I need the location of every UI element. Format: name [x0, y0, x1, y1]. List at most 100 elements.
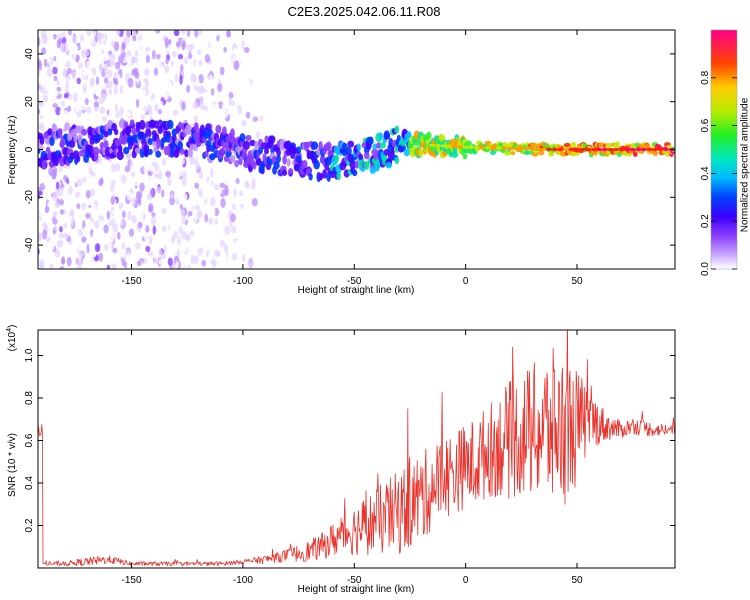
- spectrogram-carrier-blob: [440, 144, 447, 148]
- spectrogram-speckle: [116, 231, 121, 240]
- spectrogram-speckle: [38, 59, 42, 67]
- spectrogram-speckle: [178, 225, 184, 234]
- spectrogram-speckle: [71, 217, 75, 227]
- spectrogram-speckle: [107, 174, 111, 181]
- spectrogram-speckle: [224, 225, 231, 235]
- spectrogram-band-blob: [123, 146, 130, 155]
- spectrogram-band-blob: [144, 128, 152, 139]
- spectrogram-band-blob: [125, 128, 131, 136]
- spectrogram-speckle: [58, 232, 65, 239]
- spectrogram-carrier-blob: [462, 145, 469, 149]
- spectrogram-speckle: [58, 187, 64, 197]
- spectrogram-speckle: [82, 161, 88, 172]
- spectrogram-speckle: [58, 37, 63, 46]
- spectrogram-band-blob: [147, 138, 154, 146]
- spectrogram-speckle: [174, 65, 181, 72]
- spectrogram-speckle: [163, 199, 167, 206]
- spectrogram-carrier-blob: [451, 144, 458, 149]
- spectrogram-speckle: [88, 71, 94, 79]
- spectrogram-speckle: [174, 73, 179, 83]
- spectrogram-speckle: [80, 209, 86, 219]
- colorbar-tick-label: 0.2: [700, 214, 711, 228]
- spectrogram-speckle: [38, 123, 43, 131]
- spectrogram-carrier-blob: [596, 147, 603, 152]
- spectrogram-speckle: [77, 196, 82, 204]
- spectrogram-speckle: [210, 229, 217, 239]
- spectrogram-speckle: [78, 251, 85, 258]
- spectrogram-speckle: [121, 242, 126, 250]
- spectrogram-speckle: [131, 214, 137, 224]
- spectrogram-speckle: [158, 109, 162, 115]
- spectrogram-speckle: [170, 60, 174, 67]
- spectrogram-speckle: [141, 110, 145, 116]
- spectrogram-speckle: [189, 155, 196, 166]
- spectrogram-carrier-blob: [624, 147, 631, 152]
- spectrogram-speckle: [66, 68, 72, 75]
- spectrogram-speckle: [63, 232, 69, 240]
- spectrogram-speckle: [38, 199, 41, 207]
- spectrogram-speckle: [214, 218, 218, 226]
- spectrogram-speckle: [235, 109, 240, 119]
- spectrogram-band-blob: [156, 138, 161, 149]
- colorbar-gradient: [710, 29, 738, 270]
- spectrogram-speckle: [191, 221, 197, 227]
- spectrogram-speckle: [234, 159, 240, 168]
- top-y-tick-label: -20: [24, 190, 35, 205]
- top-x-tick-label: 50: [571, 276, 583, 287]
- snr-frame: [37, 329, 676, 569]
- spectrogram-speckle: [251, 177, 256, 186]
- spectrogram-speckle: [72, 92, 78, 103]
- spectrogram-speckle: [67, 185, 73, 196]
- spectrogram-speckle: [187, 198, 191, 207]
- spectrogram-speckle: [75, 54, 79, 63]
- spectrogram-speckle: [157, 79, 162, 87]
- spectrogram-speckle: [71, 53, 75, 60]
- spectrogram-carrier-blob: [618, 147, 625, 152]
- spectrogram-band-blob: [153, 120, 160, 129]
- spectrogram-speckle: [190, 254, 195, 265]
- spectrogram-speckle: [245, 111, 251, 119]
- bottom-y-axis-label: SNR (10 * v/v): [7, 433, 18, 497]
- spectrogram-speckle: [181, 101, 186, 111]
- bottom-x-tick-label: 50: [571, 575, 583, 586]
- spectrogram-speckle: [163, 30, 168, 36]
- spectrogram-speckle: [119, 106, 124, 117]
- spectrogram-carrier-blob: [507, 146, 514, 150]
- spectrogram-band-blob: [264, 135, 269, 144]
- spectrogram-speckle: [76, 203, 81, 210]
- spectrogram-band-blob: [378, 132, 383, 140]
- spectrogram-carrier-blob: [557, 147, 564, 152]
- spectrogram-speckle: [119, 35, 124, 42]
- spectrogram-speckle: [62, 58, 67, 66]
- spectrogram-speckle: [177, 161, 181, 171]
- spectrogram-speckle: [153, 258, 158, 264]
- bottom-y-tick-label: 1.0: [24, 348, 35, 362]
- spectrogram-speckle: [56, 79, 60, 86]
- spectrogram-band-blob: [345, 146, 352, 156]
- spectrogram-speckle: [181, 94, 188, 101]
- spectrogram-speckle: [138, 206, 144, 214]
- spectrogram-speckle: [111, 263, 117, 269]
- spectrogram-speckle: [124, 165, 131, 173]
- spectrogram-band-blob: [318, 173, 323, 181]
- spectrogram-band-blob: [296, 146, 302, 154]
- spectrogram-speckle: [102, 52, 108, 62]
- spectrogram-speckle: [119, 85, 124, 94]
- spectrogram-band-blob: [230, 128, 235, 138]
- top-x-tick-label: -150: [122, 276, 142, 287]
- spectrogram-band-blob: [652, 150, 659, 156]
- spectrogram-band-blob: [242, 140, 250, 150]
- spectrogram-speckle: [48, 242, 55, 252]
- spectrogram-speckle: [98, 252, 104, 262]
- spectrogram-speckle: [160, 218, 166, 227]
- spectrogram-speckle: [230, 213, 236, 223]
- spectrogram-band-blob: [311, 141, 319, 150]
- spectrogram-speckle: [201, 52, 205, 59]
- spectrogram-carrier-blob: [484, 146, 491, 150]
- spectrogram-band-blob: [347, 140, 355, 148]
- spectrogram-speckle: [95, 76, 100, 85]
- spectrogram-speckle: [63, 174, 68, 182]
- spectrogram-speckle: [72, 35, 77, 45]
- spectrogram-carrier-blob: [657, 147, 664, 152]
- spectrogram-band-blob: [336, 171, 341, 181]
